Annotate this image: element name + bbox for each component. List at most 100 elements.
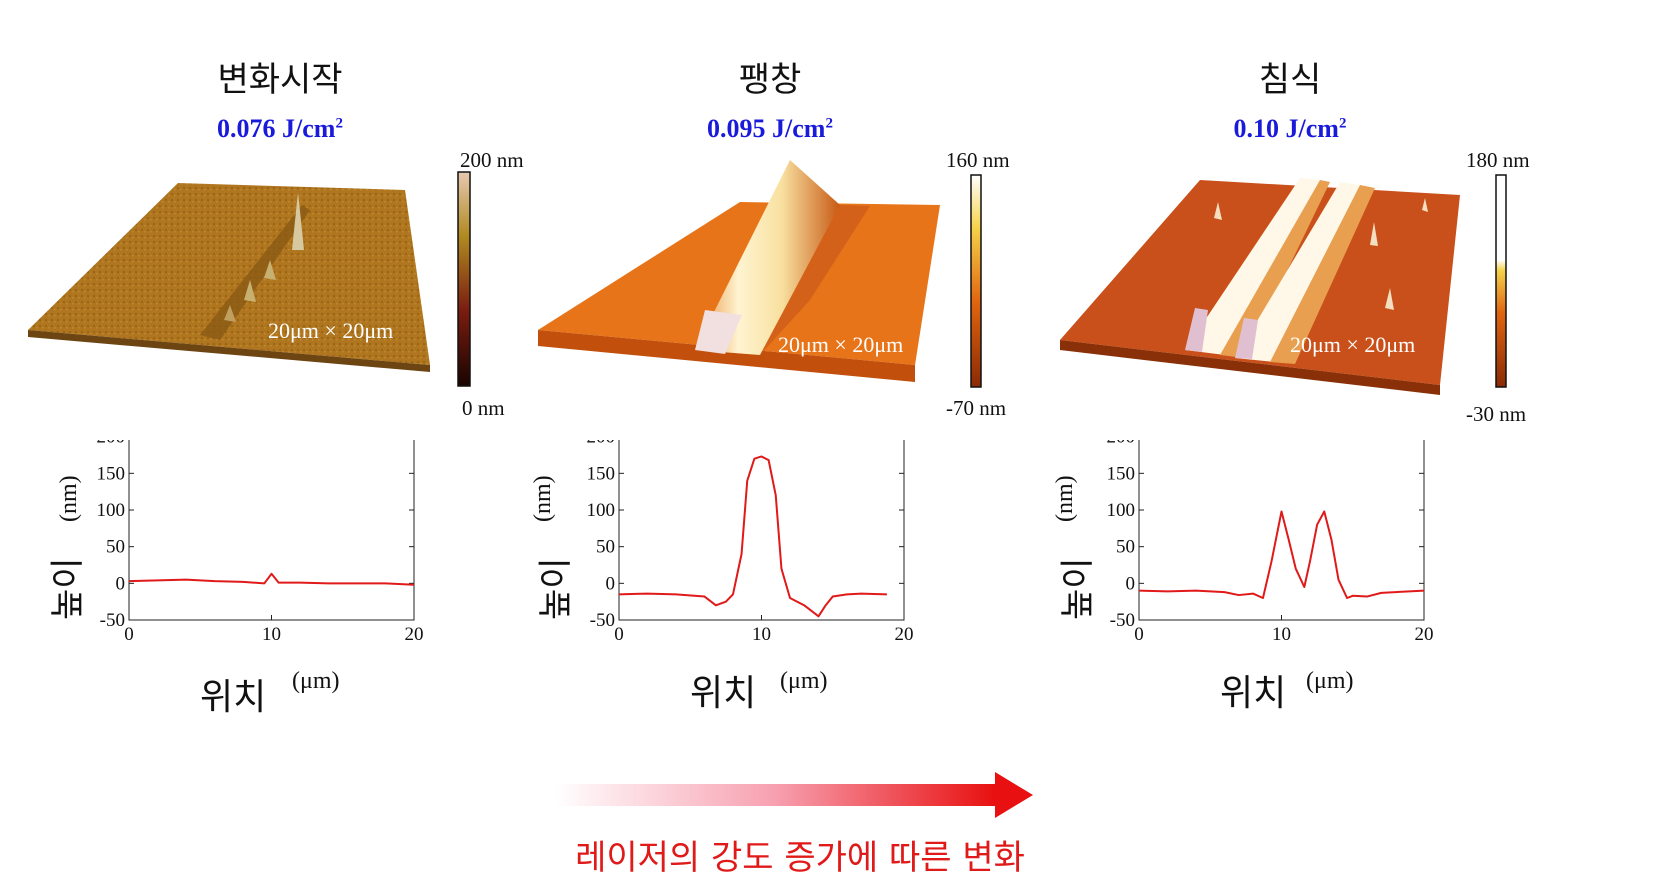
y-tick-label: 0 — [1126, 573, 1136, 594]
y-tick: 100 — [587, 500, 904, 521]
height-profile-line — [1138, 510, 1425, 599]
y-tick-label: 0 — [606, 573, 616, 594]
y-tick-label: 200 — [1107, 440, 1136, 448]
y-tick-label: 100 — [97, 500, 126, 521]
y-tick-label: 50 — [1116, 537, 1135, 558]
y-tick: 50 — [106, 537, 414, 558]
y-tick: 50 — [1116, 537, 1424, 558]
fluence-sup: 2 — [825, 115, 833, 132]
x-tick: 0 — [614, 615, 624, 645]
height-profile-chart: -5005010015020001020 — [97, 440, 424, 645]
y-axis-label: 높이 — [48, 557, 88, 620]
colorbar-min: 0 nm — [462, 396, 505, 420]
x-axis-label: 위치 — [1220, 673, 1287, 714]
y-tick: 200 — [1107, 440, 1136, 448]
y-tick: 50 — [596, 537, 904, 558]
y-tick: 0 — [116, 573, 414, 594]
y-axis-label: 높이 — [1058, 557, 1098, 620]
scan-size-label: 20μm × 20μm — [1290, 332, 1416, 357]
y-tick: 0 — [606, 573, 904, 594]
y-tick: 200 — [97, 440, 126, 448]
panel-title: 침식 — [1258, 60, 1322, 100]
increase-arrow — [555, 772, 1033, 818]
y-tick-label: 50 — [596, 537, 615, 558]
afm-surface-image — [538, 160, 982, 388]
x-tick: 0 — [124, 615, 134, 645]
x-tick: 0 — [1134, 615, 1144, 645]
afm-surface-image — [1060, 174, 1507, 395]
y-tick-label: 150 — [587, 463, 616, 484]
y-tick-label: 50 — [106, 537, 125, 558]
x-axis-unit: (μm) — [780, 668, 828, 694]
x-tick-label: 20 — [895, 624, 914, 645]
caption: 레이저의 강도 증가에 따른 변화 — [575, 838, 1025, 878]
fluence-sup: 2 — [1338, 115, 1347, 132]
y-tick: 0 — [1126, 573, 1424, 594]
y-axis-unit: (nm) — [530, 475, 556, 522]
fluence-sup: 2 — [335, 115, 343, 132]
x-tick: 10 — [1272, 615, 1291, 645]
y-axis-unit: (nm) — [56, 475, 82, 522]
colorbar-max: 200 nm — [460, 148, 524, 172]
height-profile-chart: -5005010015020001020 — [587, 440, 914, 645]
x-tick-label: 10 — [752, 624, 771, 645]
y-tick-label: -50 — [100, 610, 125, 631]
fluence-value: 0.10 J/cm — [1233, 114, 1339, 143]
height-profile-line — [618, 455, 887, 618]
x-tick: 20 — [1415, 615, 1434, 645]
scan-size-label: 20μm × 20μm — [268, 318, 394, 343]
y-tick: 100 — [1107, 500, 1424, 521]
x-axis-unit: (μm) — [1306, 668, 1354, 694]
x-tick: 10 — [752, 615, 771, 645]
x-tick: 10 — [262, 615, 281, 645]
x-tick-label: 20 — [1415, 624, 1434, 645]
height-profile-line — [128, 572, 415, 586]
panel-title: 팽창 — [738, 60, 802, 100]
x-tick-label: 10 — [1272, 624, 1291, 645]
x-tick-label: 0 — [614, 624, 624, 645]
y-tick: -50 — [100, 610, 414, 631]
panel-swelling: 팽창 0.095 J/cm2 160 nm -70 nm 20μm — [510, 0, 1030, 760]
x-tick-label: 10 — [262, 624, 281, 645]
y-tick-label: 100 — [587, 500, 616, 521]
y-tick: -50 — [1110, 610, 1424, 631]
afm-surface-image — [28, 171, 471, 387]
y-tick: 100 — [97, 500, 414, 521]
fluence-label: 0.095 J/cm2 — [510, 114, 1030, 144]
fluence-value: 0.095 J/cm — [707, 114, 826, 143]
x-tick: 20 — [405, 615, 424, 645]
x-tick: 20 — [895, 615, 914, 645]
colorbar-max: 180 nm — [1466, 148, 1530, 172]
colorbar-min: -70 nm — [946, 396, 1007, 420]
x-tick-label: 0 — [124, 624, 134, 645]
panel-erosion: 침식 0.10 J/cm2 180 nm -30 nm 2 — [1030, 0, 1550, 760]
y-tick: 150 — [97, 463, 414, 484]
x-tick-label: 0 — [1134, 624, 1144, 645]
y-tick: 150 — [1107, 463, 1424, 484]
fluence-value: 0.076 J/cm — [217, 114, 336, 143]
y-tick-label: 200 — [587, 440, 616, 448]
y-tick-label: -50 — [1110, 610, 1135, 631]
x-axis-unit: (μm) — [292, 668, 340, 694]
x-tick-label: 20 — [405, 624, 424, 645]
y-tick-label: 150 — [97, 463, 126, 484]
x-axis-label: 위치 — [690, 673, 757, 714]
y-tick-label: -50 — [590, 610, 615, 631]
plot-frame — [128, 440, 415, 621]
y-tick-label: 200 — [97, 440, 126, 448]
panel-title: 변화시작 — [217, 60, 343, 100]
scan-size-label: 20μm × 20μm — [778, 332, 904, 357]
y-axis-unit: (nm) — [1052, 475, 1078, 522]
fluence-label: 0.076 J/cm2 — [20, 114, 540, 144]
y-tick: 150 — [587, 463, 904, 484]
x-axis-label: 위치 — [200, 677, 267, 718]
y-tick-label: 150 — [1107, 463, 1136, 484]
y-tick-label: 100 — [1107, 500, 1136, 521]
y-tick: 200 — [587, 440, 616, 448]
y-axis-label: 높이 — [536, 557, 576, 620]
y-tick-label: 0 — [116, 573, 126, 594]
y-tick: -50 — [590, 610, 904, 631]
panel-onset: 변화시작 0.076 J/cm2 200 nm 0 nm — [20, 0, 540, 760]
fluence-label: 0.10 J/cm2 — [1030, 114, 1550, 144]
colorbar-max: 160 nm — [946, 148, 1010, 172]
